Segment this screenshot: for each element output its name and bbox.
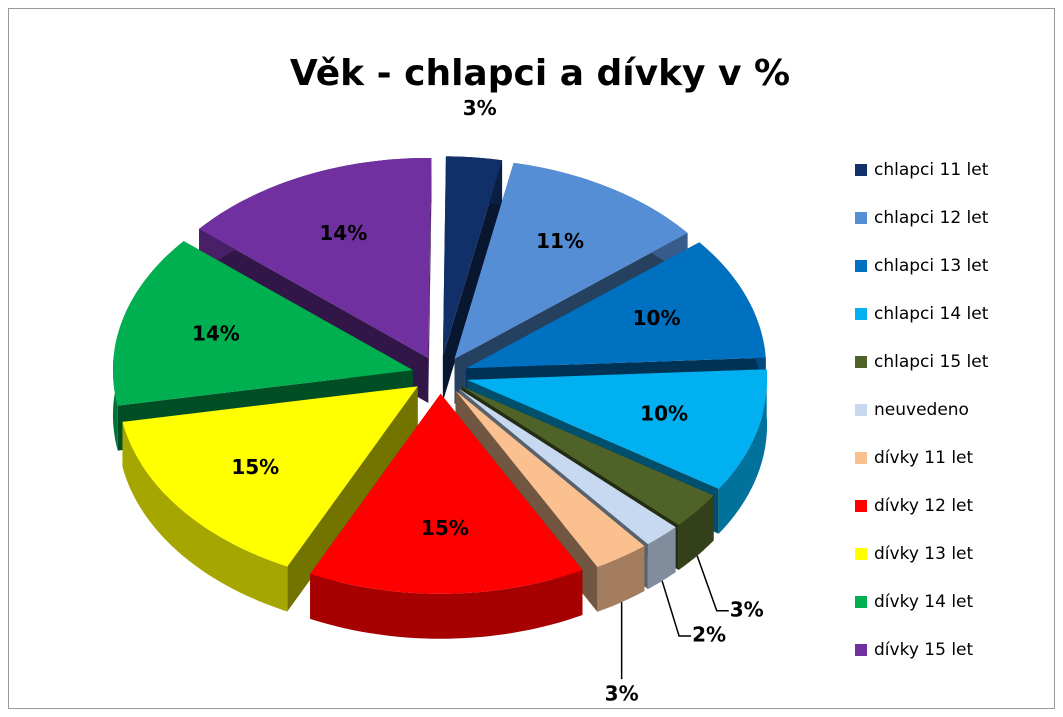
legend-swatch [855, 548, 867, 560]
legend-label: dívky 12 let [874, 496, 973, 516]
data-label: 10% [633, 306, 681, 330]
chart-title: Věk - chlapci a dívky v % [290, 53, 790, 94]
pie-slice [122, 386, 418, 612]
data-label: 3% [463, 96, 497, 120]
slice-top [112, 241, 413, 406]
slice-top [455, 390, 645, 567]
slice-top [461, 386, 714, 526]
leader-line [696, 555, 729, 612]
slice-top [442, 156, 503, 357]
data-label: 3% [730, 597, 764, 621]
slice-wall [718, 369, 768, 534]
slice-side [428, 157, 432, 403]
data-label: 14% [319, 221, 367, 245]
slice-top [467, 369, 768, 489]
slice-top [466, 242, 766, 369]
legend-swatch [855, 404, 867, 416]
pie: 3%11%10%10%3%2%3%15%15%14%14% [112, 96, 768, 706]
legend-swatch [855, 644, 867, 656]
legend: chlapci 11 let chlapci 12 let chlapci 13 l… [855, 160, 989, 660]
slice-top [199, 157, 432, 358]
data-label: 11% [536, 229, 584, 253]
legend-swatch [855, 452, 867, 464]
legend-label: dívky 14 let [874, 592, 973, 612]
leader-line [661, 580, 692, 637]
legend-swatch [855, 308, 867, 320]
legend-swatch [855, 356, 867, 368]
data-label: 2% [692, 622, 726, 646]
legend-label: dívky 13 let [874, 544, 973, 564]
legend-label: dívky 15 let [874, 640, 973, 660]
legend-swatch [855, 596, 867, 608]
pie-slice [442, 156, 503, 402]
data-label: 10% [640, 401, 688, 425]
slice-top [454, 162, 688, 359]
data-label: 15% [421, 516, 469, 540]
slice-wall [647, 527, 676, 590]
legend-swatch [855, 260, 867, 272]
data-label: 14% [192, 322, 240, 346]
legend-label: chlapci 11 let [874, 160, 989, 180]
legend-swatch [855, 500, 867, 512]
data-label: 3% [605, 682, 639, 706]
legend-swatch [855, 164, 867, 176]
legend-label: chlapci 13 let [874, 256, 989, 276]
pie-slice [466, 242, 766, 414]
slice-top [122, 386, 418, 567]
legend-label: neuvedeno [874, 400, 969, 420]
pie-slice [310, 393, 583, 639]
legend-label: chlapci 12 let [874, 208, 989, 228]
data-label: 15% [231, 455, 279, 479]
slice-side [287, 386, 418, 612]
slice-wall [597, 545, 645, 612]
slice-wall [310, 569, 583, 639]
legend-label: chlapci 14 let [874, 304, 989, 324]
slice-side [442, 160, 503, 402]
legend-swatch [855, 212, 867, 224]
slice-top [310, 393, 583, 594]
slice-top [458, 388, 676, 545]
slice-wall [678, 495, 714, 571]
legend-label: chlapci 15 let [874, 352, 989, 372]
legend-label: dívky 11 let [874, 448, 973, 468]
slice-wall [122, 421, 288, 612]
